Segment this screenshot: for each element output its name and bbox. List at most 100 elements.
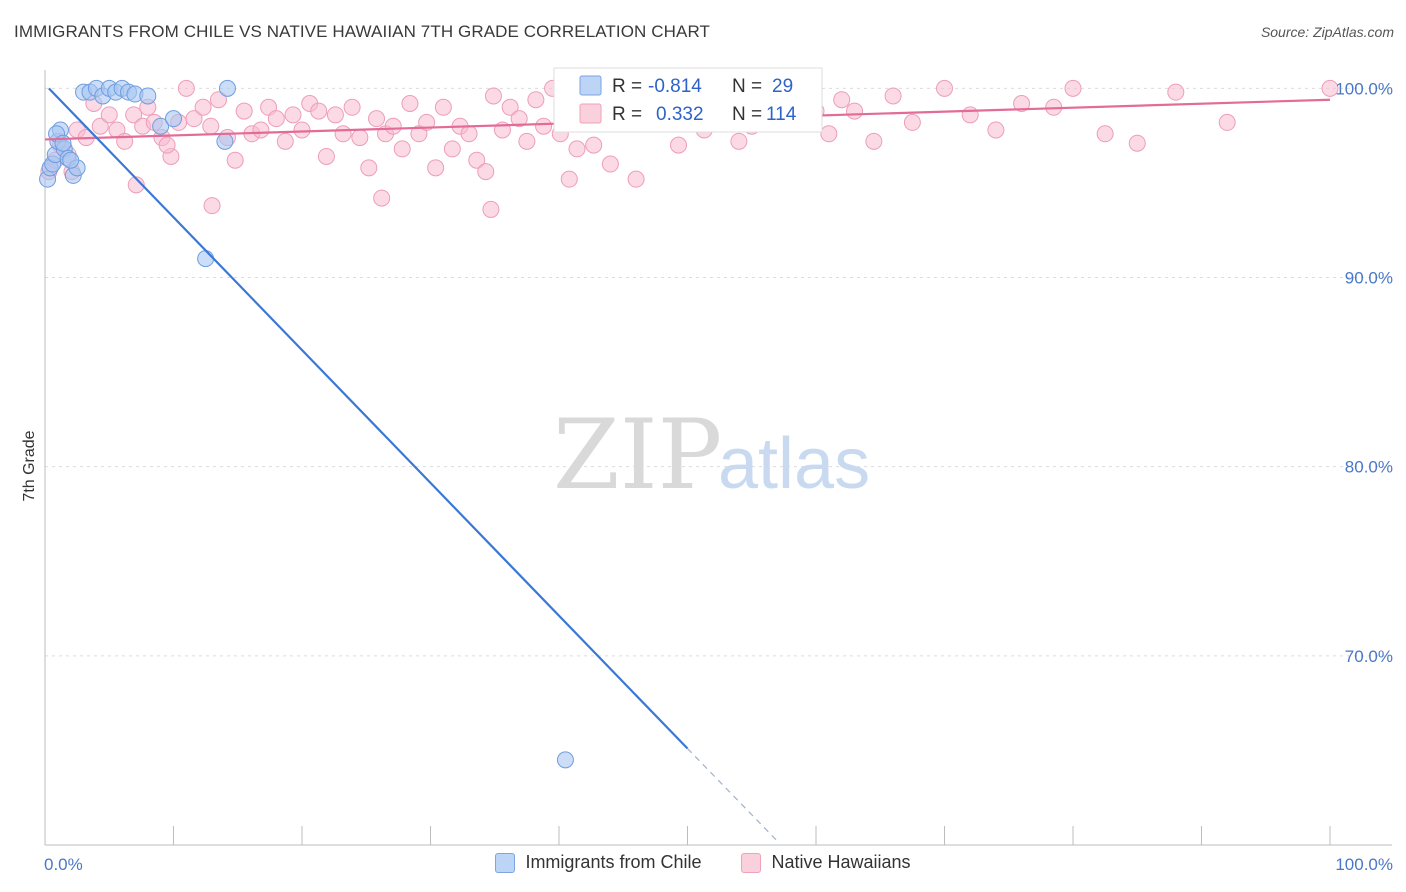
point-native-hawaiian	[518, 132, 536, 150]
y-tick-label: 80.0%	[1345, 458, 1393, 477]
point-native-hawaiian	[158, 136, 176, 154]
point-native-hawaiian	[203, 197, 221, 215]
point-native-hawaiian	[125, 106, 143, 124]
legend-swatch-chile-bottom	[495, 852, 516, 873]
legend-label-hawaiians: Native Hawaiians	[771, 852, 911, 872]
point-native-hawaiian	[601, 155, 619, 173]
point-native-hawaiian	[820, 125, 838, 143]
point-native-hawaiian	[334, 125, 352, 143]
point-native-hawaiian	[846, 102, 864, 120]
point-native-hawaiian	[1013, 95, 1031, 113]
legend-r-value-hawaiian: 0.332	[656, 104, 704, 125]
point-native-hawaiian	[560, 170, 578, 188]
legend-n-value-hawaiian: 114	[766, 104, 797, 125]
point-native-hawaiian	[317, 147, 335, 165]
point-native-hawaiian	[670, 136, 688, 154]
point-native-hawaiian	[401, 95, 419, 113]
point-native-hawaiian	[91, 117, 109, 135]
watermark-atlas: atlas	[718, 424, 870, 504]
point-native-hawaiian	[226, 151, 244, 169]
series-legend: Immigrants from Chile Native Hawaiians	[0, 852, 1406, 873]
point-native-hawaiian	[468, 151, 486, 169]
point-native-hawaiian	[443, 140, 461, 158]
point-native-hawaiian	[393, 140, 411, 158]
x-tick-label: 0.0%	[44, 855, 83, 874]
x-tick-labels: 0.0% 100.0%	[44, 855, 1393, 874]
watermark: ZIP atlas	[553, 399, 870, 511]
point-native-hawaiian	[482, 200, 500, 218]
legend-r-label-chile: R =	[612, 76, 642, 97]
point-native-hawaiian	[427, 159, 445, 177]
point-native-hawaiian	[730, 132, 748, 150]
point-native-hawaiian	[501, 98, 519, 116]
legend-n-label-hawaiian: N =	[732, 104, 762, 125]
point-native-hawaiian	[418, 113, 436, 131]
point-native-hawaiian	[343, 98, 361, 116]
point-native-hawaiian	[276, 132, 294, 150]
point-native-hawaiian	[434, 98, 452, 116]
point-native-hawaiian	[510, 110, 528, 128]
legend-label-chile: Immigrants from Chile	[525, 852, 702, 872]
point-native-hawaiian	[460, 125, 478, 143]
point-immigrant-chile	[197, 250, 215, 268]
point-native-hawaiian	[903, 113, 921, 131]
point-immigrant-chile	[556, 751, 574, 769]
point-native-hawaiian	[351, 129, 369, 147]
point-native-hawaiian	[477, 163, 495, 181]
point-native-hawaiian	[360, 159, 378, 177]
point-native-hawaiian	[987, 121, 1005, 139]
point-native-hawaiian	[252, 121, 270, 139]
correlation-legend: R = -0.814 N = 29 R = 0.332 N = 114	[553, 67, 823, 133]
point-native-hawaiian	[384, 117, 402, 135]
legend-n-value-chile: 29	[772, 76, 793, 97]
point-native-hawaiian	[194, 98, 212, 116]
point-immigrant-chile	[165, 110, 182, 128]
point-native-hawaiian	[961, 106, 979, 124]
point-native-hawaiian	[235, 102, 253, 120]
legend-swatch-hawaiians-bottom	[741, 852, 762, 873]
point-native-hawaiian	[267, 110, 285, 128]
legend-n-label-chile: N =	[732, 76, 762, 97]
point-native-hawaiian	[326, 106, 344, 124]
point-native-hawaiian	[293, 121, 311, 139]
point-immigrant-chile	[216, 132, 234, 150]
point-native-hawaiian	[1218, 113, 1236, 131]
y-tick-label: 100.0%	[1335, 79, 1393, 98]
legend-swatch-hawaiian	[579, 103, 602, 124]
point-native-hawaiian	[368, 110, 386, 128]
legend-r-value-chile: -0.814	[648, 76, 702, 97]
axes	[44, 70, 1392, 846]
point-native-hawaiian	[865, 132, 883, 150]
y-axis-label: 7th Grade	[21, 430, 38, 501]
point-native-hawaiian	[373, 189, 391, 207]
legend-r-label-hawaiian: R =	[612, 104, 642, 125]
point-immigrant-chile	[152, 117, 170, 135]
source-credit: Source: ZipAtlas.com	[1260, 24, 1394, 40]
point-native-hawaiian	[833, 91, 851, 109]
point-native-hawaiian	[884, 87, 902, 105]
point-native-hawaiian	[100, 106, 118, 124]
legend-swatch-chile	[579, 75, 602, 96]
point-native-hawaiian	[1167, 83, 1185, 101]
y-tick-label: 90.0%	[1345, 269, 1393, 288]
point-immigrant-chile	[218, 79, 236, 97]
chart-title: IMMIGRANTS FROM CHILE VS NATIVE HAWAIIAN…	[14, 22, 710, 41]
point-native-hawaiian	[127, 176, 145, 194]
point-native-hawaiian	[284, 106, 302, 124]
y-tick-label: 70.0%	[1345, 647, 1393, 666]
point-native-hawaiian	[585, 136, 603, 154]
grid-lines	[45, 87, 1390, 657]
watermark-zip: ZIP	[553, 399, 722, 511]
legend-item-hawaiians[interactable]: Native Hawaiians	[741, 852, 911, 873]
y-tick-labels: 70.0% 80.0% 90.0% 100.0%	[1335, 79, 1393, 665]
point-immigrant-chile	[62, 151, 80, 169]
point-native-hawaiian	[1096, 125, 1114, 143]
point-native-hawaiian	[484, 87, 502, 105]
trend-line-extension-chile	[687, 748, 778, 842]
trend-line-immigrants-chile	[48, 87, 689, 750]
point-native-hawaiian	[1064, 79, 1082, 97]
point-native-hawaiian	[185, 110, 203, 128]
point-native-hawaiian	[936, 79, 953, 97]
legend-item-chile[interactable]: Immigrants from Chile	[495, 852, 701, 873]
